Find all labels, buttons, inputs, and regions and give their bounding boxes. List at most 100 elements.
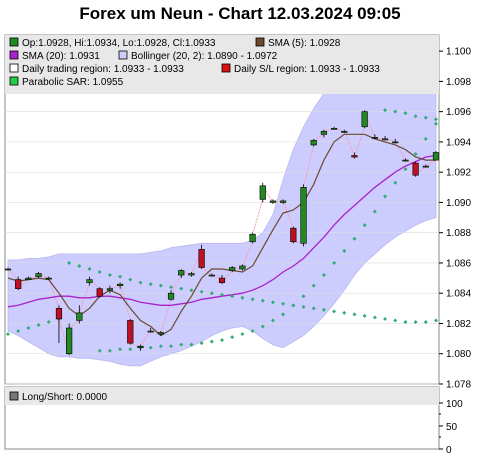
psar-dot [250,297,255,302]
lower-legend-swatch [9,391,19,401]
candle-link [109,285,121,290]
legend-swatch-sma20 [9,50,19,60]
psar-dot [270,300,275,305]
candle-body [15,279,22,289]
legend-entries: Op:1.0928, Hi:1.0934, Lo:1.0928, Cl:1.09… [9,37,380,88]
y-tick-label: 1.096 [446,107,471,118]
lower-legend-box [5,387,439,405]
candle-body [432,152,440,161]
candle-link [394,141,406,161]
legend-swatch-psar [9,76,19,86]
candle-body [229,267,236,271]
candle-body [259,185,266,200]
lower-tick-label-0: 0 [446,445,452,456]
psar-dot-up [199,341,204,346]
candle-link [68,320,80,329]
psar-dot-up [291,303,296,308]
bollinger-band [7,76,437,367]
candle-body [280,200,287,203]
candle-body [147,330,154,333]
candle-link [303,144,315,188]
lower-tick-label-100: 100 [446,399,463,410]
y-tick-label: 1.080 [446,349,471,360]
candle-body [300,187,307,244]
candle-link [241,241,254,267]
psar-dot-up [230,335,235,340]
candle-link [425,159,437,167]
candle-body [392,141,399,144]
psar-dot-up [383,194,388,199]
psar-dot-up [209,339,214,344]
candle-link [7,268,19,280]
psar-dot-up [423,136,428,141]
candle-body [310,140,317,146]
candle-body [239,265,246,270]
y-axis: 1.078 1.080 1.082 1.084 1.086 1.088 1.090 1.092… [439,47,471,391]
psar-dot-tail [434,117,438,122]
candles [4,110,440,356]
lower-y-axis: 100 50 0 [439,399,463,456]
legend-swatch-trading-region [9,63,19,73]
candle-body [45,277,52,280]
candle-link [221,270,233,283]
psar-dot-up [413,152,418,156]
psar-dot-tail [383,108,388,113]
y-tick-label: 1.088 [446,228,471,239]
psar-dot [230,294,235,299]
bollinger-area [7,76,437,367]
legend-sma20: SMA (20): 1.0931 [22,51,100,62]
candle-body [178,270,185,276]
legend-ohlc: Op:1.0928, Hi:1.0934, Lo:1.0928, Cl:1.09… [22,38,216,49]
candle-link [201,267,213,276]
psar-dot-up [321,273,326,278]
legend-trading-region: Daily trading region: 1.0933 - 1.0933 [22,64,184,75]
candle-body [269,200,277,203]
candle-body [4,268,12,271]
psar-dot-up [220,338,224,343]
chart-title: Forex um Neun - Chart 12.03.2024 09:05 [79,4,401,23]
candle-body [167,292,175,300]
candle-body [290,227,297,243]
psar-dot [240,295,245,300]
psar-dot [260,298,265,303]
legend-psar: Parabolic SAR: 1.0955 [22,77,124,88]
y-tick-label: 1.082 [446,319,471,330]
candle-body [412,162,419,176]
psar-dot [362,313,367,318]
candle-body [66,327,73,355]
candle-body [25,277,32,280]
y-tick-label: 1.090 [446,198,471,209]
candle-body [320,131,328,135]
psar-dot [16,329,21,334]
legend-sl-region: Daily S/L region: 1.0933 - 1.0933 [234,64,380,75]
candle-link [343,131,355,156]
psar-dot [199,289,204,294]
candle-body [341,131,348,133]
psar-dot [311,306,316,311]
candle-link [252,199,264,235]
candle-body [137,345,144,348]
psar-dot-up [352,236,357,241]
candle-body [402,159,409,162]
candle-link [48,277,60,309]
psar-dot [220,292,224,297]
legend-swatch-sma5 [255,37,265,47]
candle-body [330,127,338,130]
candle-body [188,273,195,276]
psar-dot-up [250,329,255,334]
psar-dot-up [434,121,438,126]
candle-body [371,137,378,139]
psar-dot-tail [423,115,428,120]
candle-body [76,312,83,321]
candle-body [157,332,164,335]
psar-dot [209,291,214,296]
candle-body [198,249,205,268]
candle-link [282,200,294,229]
psar-dot [6,332,10,337]
y-tick-label: 1.100 [446,47,471,58]
candle-body [361,111,368,128]
candle-link [140,330,152,347]
candle-body [208,274,215,277]
lower-tick-label-50: 50 [446,422,458,433]
